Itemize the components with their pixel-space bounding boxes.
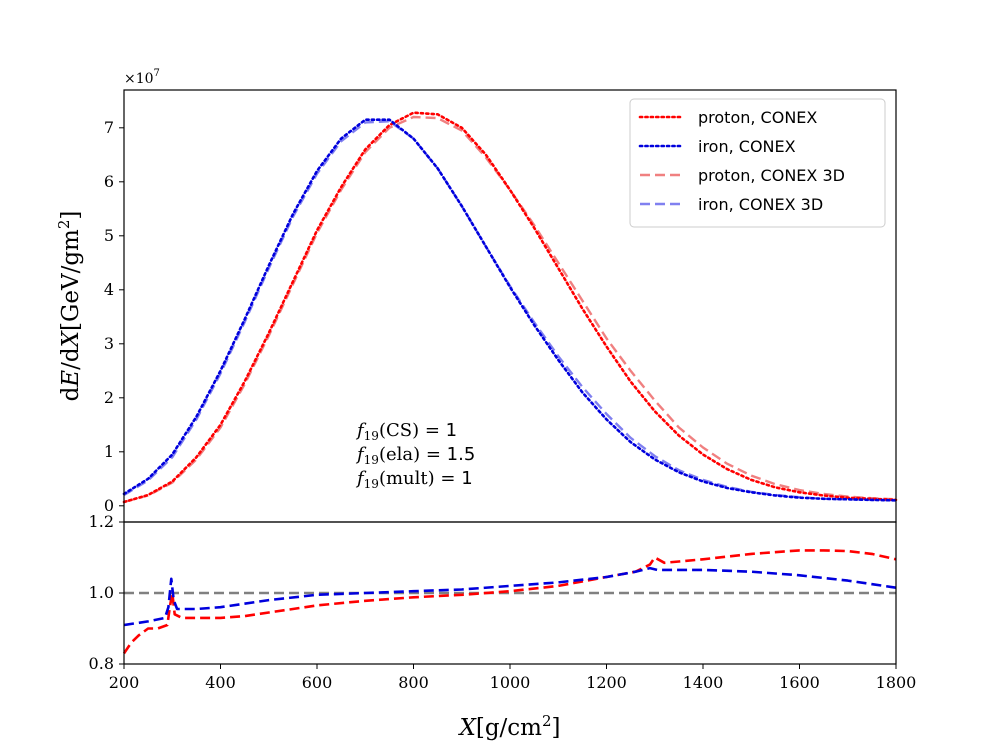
legend: proton, CONEX iron, CONEX proton, CONEX 3D…	[629, 98, 886, 228]
main-y-ticks: 0 1 2 3 4 5 6 7	[104, 118, 124, 515]
x-axis-label: X[g/cm2]	[457, 712, 560, 741]
ratio-line-proton	[122, 549, 897, 655]
x-tick-label: 600	[302, 673, 333, 692]
x-ticks: 200 400 600 800 1000 1200 1400 1600 1800	[109, 664, 917, 692]
ratio-axes-frame	[123, 521, 897, 665]
ratio-y-tick-label: 1.2	[89, 512, 114, 531]
main-y-tick-label: 0	[104, 496, 114, 515]
ratio-series-group	[122, 549, 897, 655]
main-y-tick-label: 4	[104, 280, 114, 299]
x-tick-label: 800	[398, 673, 429, 692]
main-series-group	[122, 111, 898, 504]
annotation-line-ela: f19(ela) = 1.5	[355, 444, 475, 467]
x-tick-label: 1600	[779, 673, 820, 692]
ratio-line-iron	[123, 566, 897, 627]
x-tick-label: 1400	[683, 673, 724, 692]
series-line-proton-conex-3d	[123, 115, 897, 504]
main-y-tick-label: 1	[104, 442, 114, 461]
legend-box	[629, 98, 886, 228]
main-y-tick-label: 7	[104, 118, 114, 137]
legend-label: proton, CONEX 3D	[698, 166, 845, 185]
main-y-tick-label: 6	[104, 172, 114, 191]
offset-label: ×107	[124, 68, 160, 87]
ratio-y-tick-label: 0.8	[89, 654, 114, 673]
main-y-axis-label: dE/dX[GeV/gm2]	[55, 211, 84, 402]
annotation: f19(CS) = 1 f19(ela) = 1.5 f19(mult) = 1	[355, 420, 475, 491]
legend-label: proton, CONEX	[698, 108, 817, 127]
x-tick-label: 1200	[586, 673, 627, 692]
main-y-tick-label: 5	[104, 226, 114, 245]
legend-label: iron, CONEX	[698, 137, 796, 156]
x-tick-label: 400	[205, 673, 236, 692]
offset-base: ×10	[124, 71, 154, 87]
ratio-y-ticks: 0.8 1.0 1.2	[89, 512, 124, 673]
legend-label: iron, CONEX 3D	[698, 195, 823, 214]
main-y-tick-label: 3	[104, 334, 114, 353]
legend-entries: proton, CONEX iron, CONEX proton, CONEX 3D…	[638, 108, 845, 214]
x-tick-label: 200	[109, 673, 140, 692]
series-line-iron-conex	[122, 118, 898, 502]
annotation-line-mult: f19(mult) = 1	[355, 468, 473, 491]
ratio-y-tick-label: 1.0	[89, 583, 114, 602]
annotation-line-cs: f19(CS) = 1	[355, 420, 457, 443]
main-y-tick-label: 2	[104, 388, 114, 407]
x-tick-label: 1800	[876, 673, 917, 692]
x-tick-label: 1000	[490, 673, 531, 692]
offset-exponent: 7	[154, 68, 160, 79]
ratio-panel: 0.8 1.0 1.2 200 400 600 800 1000 1200 1400 1600 18…	[89, 512, 917, 741]
series-line-proton-conex	[122, 111, 898, 504]
